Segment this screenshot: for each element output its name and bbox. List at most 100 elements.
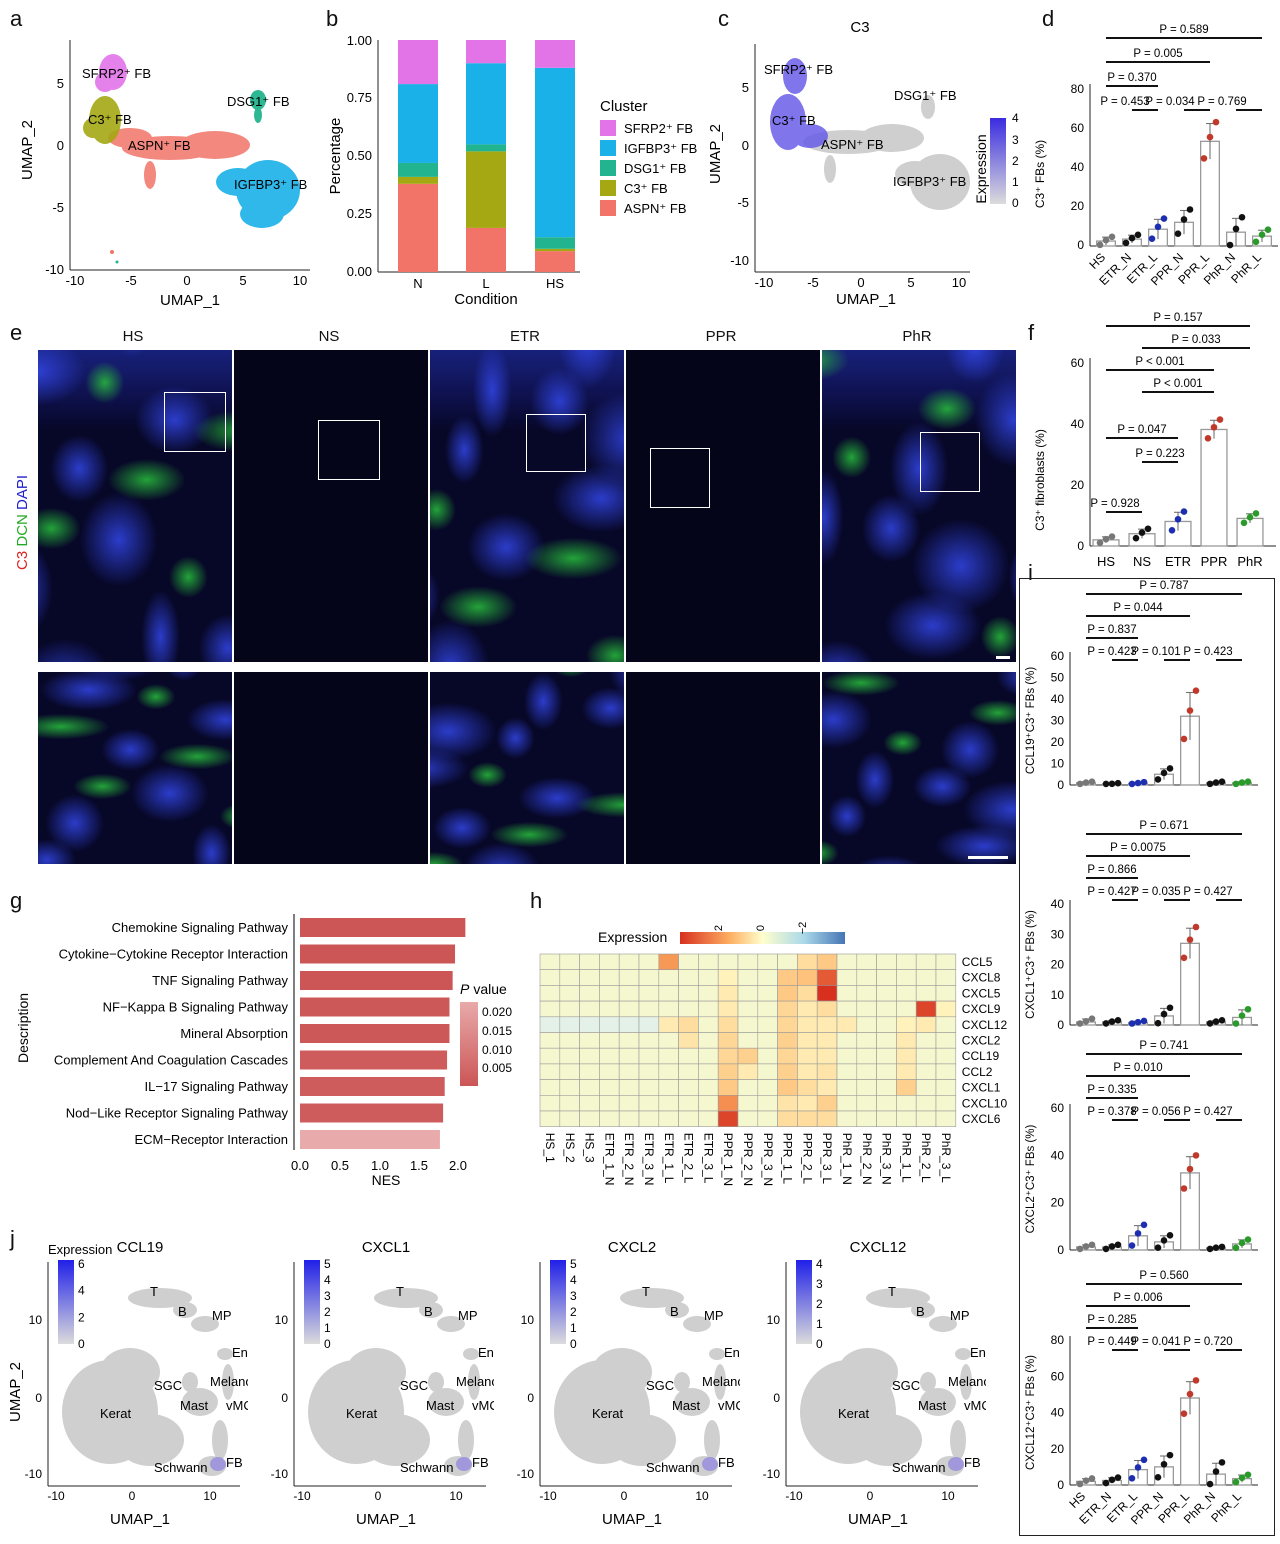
scale-tick: 3 [816, 1277, 823, 1291]
data-point [1128, 1020, 1136, 1027]
data-point [1128, 234, 1136, 242]
p-value-label: P = 0.769 [1197, 96, 1246, 108]
pathway-label: NF−Kappa B Signaling Pathway [103, 1000, 289, 1015]
heatmap-cell [737, 953, 759, 970]
y-tick-label: 0 [773, 1391, 780, 1405]
color-scale-bar [550, 1260, 566, 1344]
scale-tick: 5 [570, 1257, 577, 1271]
cell-type-label: SGC [400, 1378, 428, 1393]
cell-type-label: B [916, 1304, 925, 1319]
row-label: CXCL5 [962, 986, 1001, 1000]
heatmap-cell [579, 1000, 600, 1018]
y-tick-label: 20 [1051, 1442, 1065, 1456]
heatmap-cell [836, 1047, 858, 1065]
x-axis-label: UMAP_1 [848, 1511, 908, 1528]
pathway-bar [300, 1077, 445, 1096]
heatmap-cell [896, 1063, 917, 1080]
p-value-label: P = 0.223 [1135, 448, 1184, 460]
data-point [1206, 133, 1214, 141]
heatmap-cell [797, 1063, 818, 1080]
bar-segment [466, 151, 506, 228]
p-value-label: P = 0.041 [1131, 1336, 1180, 1348]
scale-tick: 4 [570, 1273, 577, 1287]
svg-text:IGFBP3⁺ FB: IGFBP3⁺ FB [624, 141, 697, 156]
heatmap-cell [678, 1032, 699, 1049]
heatmap-cell [717, 1047, 739, 1065]
heatmap-cell [816, 1032, 838, 1049]
heatmap-cell [757, 1079, 778, 1096]
x-axis-label: UMAP_1 [110, 1511, 170, 1528]
heatmap-cell [856, 1016, 877, 1033]
p-value-label: P = 0.928 [1090, 498, 1139, 510]
x-tick-label: HS [1097, 554, 1115, 569]
svg-text:N: N [413, 276, 422, 291]
heatmap-cell [757, 1095, 778, 1112]
heatmap-cell [658, 985, 679, 1002]
data-point [1088, 1475, 1096, 1482]
heatmap-cell [658, 1016, 679, 1033]
data-point [1166, 765, 1174, 772]
svg-text:Description: Description [15, 993, 31, 1063]
cell-type-label: Kerat [838, 1406, 869, 1421]
heatmap-cell [579, 1047, 600, 1065]
y-tick-label: 0 [1057, 1478, 1064, 1492]
svg-text:0.75: 0.75 [347, 90, 372, 105]
heatmap-cell [876, 1095, 897, 1112]
data-point [1206, 1480, 1214, 1488]
data-point [1144, 525, 1152, 533]
fb-expression [210, 1457, 226, 1471]
heatmap-cell [539, 1032, 561, 1049]
data-point [1192, 687, 1200, 694]
micrograph-zoom [822, 672, 1016, 864]
heatmap-cell [797, 969, 818, 986]
data-point [1102, 780, 1110, 788]
heatmap-cell [698, 1095, 719, 1112]
heatmap-cell [658, 1063, 679, 1080]
svg-text:5: 5 [907, 275, 914, 290]
heatmap-cell [816, 1047, 838, 1065]
data-point [1186, 936, 1194, 943]
p-value-label: P = 0.671 [1139, 820, 1188, 832]
cell-type-label: Endo [970, 1345, 986, 1360]
heatmap-cell [618, 1079, 640, 1096]
heatmap-cell [678, 985, 699, 1002]
svg-text:ASPN⁺ FB: ASPN⁺ FB [821, 137, 884, 152]
y-axis-label: CXCL12⁺C3⁺ FBs (%) [1025, 1355, 1037, 1470]
bar-segment [466, 40, 506, 64]
cell-type-label: vMC [226, 1398, 248, 1413]
heatmap-cell [678, 1047, 699, 1065]
scale-tick: 6 [78, 1257, 85, 1271]
data-point [1200, 155, 1208, 162]
y-tick-label: 40 [1051, 897, 1065, 911]
heatmap-cell [915, 1047, 937, 1065]
stacked-bar-chart: 0.00 0.25 0.50 0.75 1.00 N L HS Conditio… [327, 33, 697, 308]
heatmap-cell [579, 1016, 600, 1033]
y-axis-label: Percentage [327, 118, 344, 195]
data-point [1128, 1474, 1136, 1482]
heatmap-cell [816, 969, 838, 986]
svg-text:0: 0 [1077, 238, 1084, 252]
data-point [1180, 954, 1188, 962]
micrograph-overview [38, 350, 232, 662]
heatmap-cell [678, 1095, 699, 1112]
svg-text:0: 0 [57, 138, 64, 153]
cell-type-label: MP [458, 1308, 478, 1323]
column-label: ETR_1_N [602, 1133, 616, 1186]
data-point [1154, 1019, 1162, 1027]
c3-high-expression [770, 58, 828, 150]
heatmap-cell [816, 1110, 838, 1127]
column-label: HS_3 [583, 1133, 597, 1163]
heatmap-cell [638, 969, 660, 986]
data-point [1114, 1474, 1122, 1481]
heatmap-cell [579, 1095, 600, 1112]
heatmap-cell [559, 969, 580, 986]
heatmap-cell [539, 1063, 561, 1080]
data-point [1088, 1015, 1096, 1023]
data-point [1134, 779, 1142, 787]
column-label: PhR_1_L [899, 1133, 913, 1183]
svg-text:20: 20 [1071, 199, 1085, 213]
data-point [1148, 235, 1156, 242]
data-point [1206, 1020, 1214, 1027]
heatmap-cell [737, 1016, 759, 1033]
heatmap-cell [915, 1016, 937, 1033]
